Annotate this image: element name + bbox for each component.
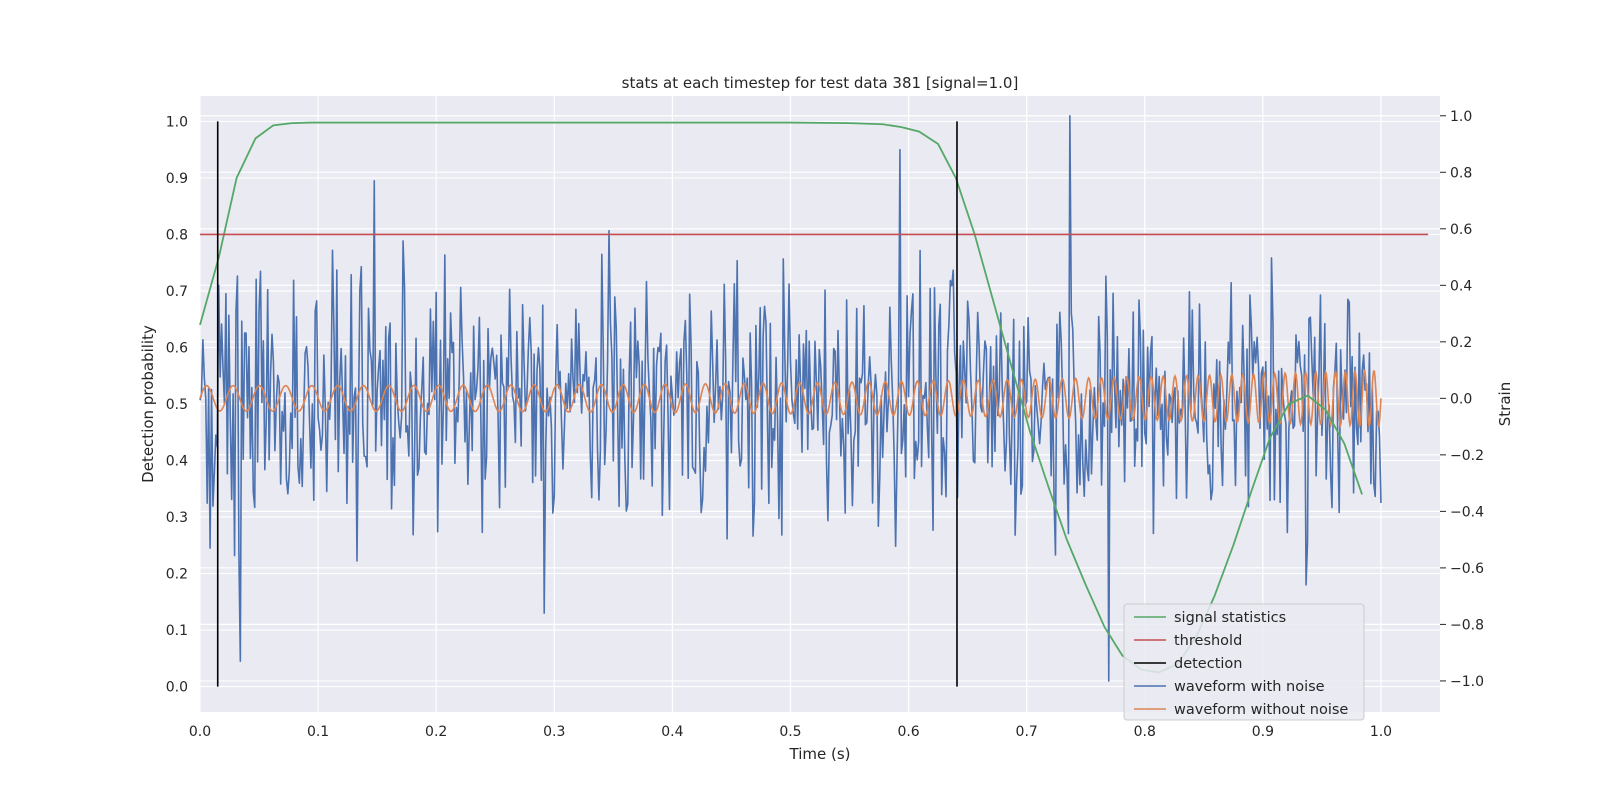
x-tick-label: 0.9 — [1252, 724, 1274, 740]
y2-tick-label: −0.2 — [1450, 448, 1484, 464]
y2-tick-label: 0.2 — [1450, 335, 1472, 351]
x-tick-label: 1.0 — [1370, 724, 1392, 740]
x-axis-label: Time (s) — [789, 745, 851, 763]
y2-tick-label: 1.0 — [1450, 109, 1472, 125]
y-axis-left: 0.0 0.1 0.2 0.3 0.4 0.5 0.6 0.7 0.8 0.9 1.0 — [166, 114, 188, 695]
y-tick-label: 0.3 — [166, 510, 188, 526]
y-tick-label: 0.6 — [166, 340, 188, 356]
y-tick-label: 0.9 — [166, 171, 188, 187]
y-tick-label: 0.4 — [166, 454, 188, 470]
signal-statistics-line — [199, 121, 1363, 674]
y-tick-label: 0.2 — [166, 567, 188, 583]
x-tick-label: 0.0 — [189, 724, 211, 740]
y-axis-right: −1.0 −0.8 −0.6 −0.4 −0.2 0.0 0.2 0.4 0.6 0.8 1.0 — [1440, 109, 1484, 690]
x-tick-label: 0.8 — [1134, 724, 1156, 740]
detection-series — [216, 121, 958, 687]
waveform-with-noise-series — [199, 114, 1382, 682]
x-tick-label: 0.4 — [661, 724, 683, 740]
legend-label-detection: detection — [1174, 656, 1242, 672]
x-tick-label: 0.2 — [425, 724, 447, 740]
y-tick-label: 0.8 — [166, 227, 188, 243]
x-tick-label: 0.5 — [779, 724, 801, 740]
x-tick-label: 0.7 — [1016, 724, 1038, 740]
legend-label-noisy: waveform with noise — [1174, 679, 1325, 695]
y2-tick-label: 0.4 — [1450, 278, 1472, 294]
x-tick-label: 0.3 — [543, 724, 565, 740]
x-axis: 0.0 0.1 0.2 0.3 0.4 0.5 0.6 0.7 0.8 0.9 1.0 — [189, 724, 1392, 740]
x-tick-label: 0.1 — [307, 724, 329, 740]
y-tick-label: 0.1 — [166, 623, 188, 639]
y-axis-label: Detection probability — [139, 325, 157, 483]
signal-statistics-series — [199, 121, 1363, 674]
legend: signal statistics threshold detection wa… — [1123, 603, 1365, 721]
legend-label-threshold: threshold — [1174, 633, 1242, 649]
chart-title: stats at each timestep for test data 381… — [622, 74, 1019, 92]
y2-tick-label: −0.8 — [1450, 617, 1484, 633]
x-tick-label: 0.6 — [897, 724, 919, 740]
y2-axis-label: Strain — [1496, 382, 1514, 426]
y-tick-label: 0.5 — [166, 397, 188, 413]
waveform-without-noise-line — [199, 368, 1382, 429]
waveform-with-noise-line — [199, 114, 1382, 682]
y2-tick-label: 0.0 — [1450, 391, 1472, 407]
y2-tick-label: 0.8 — [1450, 165, 1472, 181]
legend-label-signal: signal statistics — [1174, 610, 1286, 626]
y2-tick-label: −1.0 — [1450, 674, 1484, 690]
y-tick-label: 0.7 — [166, 284, 188, 300]
waveform-without-noise-series — [199, 368, 1382, 429]
y2-tick-label: 0.6 — [1450, 222, 1472, 238]
y2-tick-label: −0.4 — [1450, 504, 1484, 520]
y-tick-label: 1.0 — [166, 114, 188, 130]
y2-tick-label: −0.6 — [1450, 561, 1484, 577]
legend-label-clean: waveform without noise — [1174, 702, 1348, 718]
y-tick-label: 0.0 — [166, 680, 188, 696]
legend-box — [1123, 603, 1365, 721]
